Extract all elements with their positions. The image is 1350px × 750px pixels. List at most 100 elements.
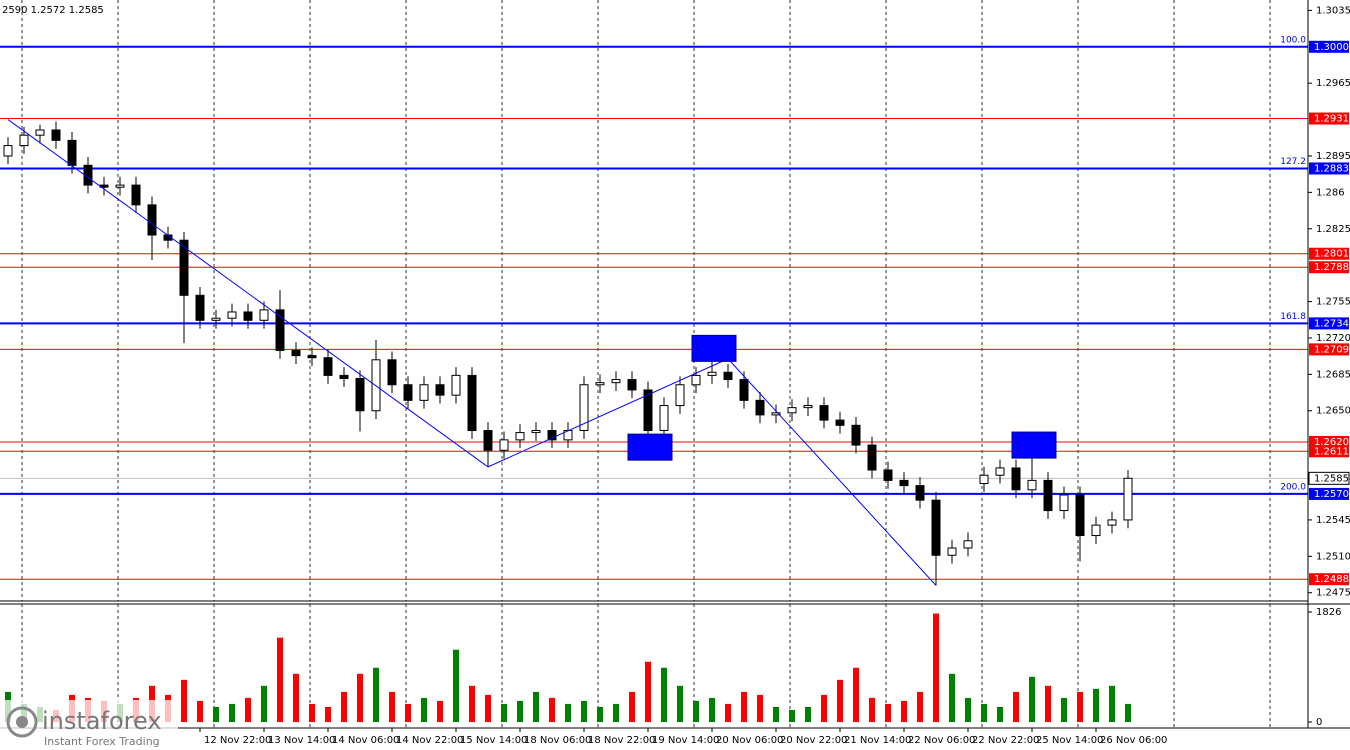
candle-body xyxy=(67,139,77,166)
signal-marker xyxy=(1011,431,1057,459)
volume-bar xyxy=(309,703,315,722)
level-price-box xyxy=(1309,435,1349,448)
volume-bar xyxy=(1061,697,1067,722)
x-tick-label: 14 Nov 06:00 xyxy=(332,735,399,746)
volume-bar xyxy=(421,697,427,722)
volume-bar xyxy=(1029,676,1035,722)
candle-body xyxy=(51,129,61,141)
volume-bar xyxy=(949,673,955,722)
x-tick-label: 13 Nov 14:00 xyxy=(268,735,335,746)
candle-body xyxy=(819,405,829,421)
volume-bar xyxy=(853,667,859,722)
candle-body xyxy=(1027,479,1037,491)
level-price-label: 1.2488 xyxy=(1314,574,1349,585)
volume-bar xyxy=(213,706,219,722)
volume-bar xyxy=(613,703,619,722)
level-price-label: 1.2620 xyxy=(1314,437,1349,448)
level-price-label: 1.2611 xyxy=(1314,446,1349,457)
y-tick-label: 1.2720 xyxy=(1316,333,1350,344)
candle-body xyxy=(115,184,125,188)
candle-body xyxy=(483,430,493,451)
x-tick-label: 26 Nov 06:00 xyxy=(1100,735,1167,746)
fib-label: 200.0 xyxy=(1280,482,1306,492)
candle-body xyxy=(867,444,877,471)
candle-body xyxy=(131,184,141,206)
candle-body xyxy=(3,145,13,157)
x-tick-label: 22 Nov 06:00 xyxy=(908,735,975,746)
candle-body xyxy=(387,359,397,386)
volume-bar xyxy=(389,691,395,722)
candle-body xyxy=(435,384,445,396)
level-price-box xyxy=(1309,317,1349,330)
volume-bar xyxy=(261,685,267,722)
volume-bar xyxy=(933,613,939,722)
volume-bar xyxy=(997,706,1003,722)
header-quote: 2590 1.2572 1.2585 xyxy=(2,5,104,16)
candle-body xyxy=(787,407,797,414)
volume-bar xyxy=(485,694,491,722)
watermark-tagline: Instant Forex Trading xyxy=(44,735,160,748)
candle-body xyxy=(723,371,733,381)
y-tick-label: 1.2510 xyxy=(1316,551,1350,562)
x-tick-label: 20 Nov 22:00 xyxy=(780,735,847,746)
signal-marker xyxy=(691,334,737,362)
watermark-backing xyxy=(0,700,178,750)
volume-bar xyxy=(901,700,907,722)
signal-marker xyxy=(627,433,673,461)
level-price-box xyxy=(1309,343,1349,356)
level-price-box xyxy=(1309,40,1349,53)
candle-body xyxy=(835,419,845,426)
volume-bar xyxy=(869,697,875,722)
candle-body xyxy=(627,379,637,391)
candle-body xyxy=(883,469,893,481)
volume-tick-label: 0 xyxy=(1316,717,1322,728)
volume-bar xyxy=(325,706,331,722)
candle-body xyxy=(675,384,685,407)
volume-bar xyxy=(229,703,235,722)
level-price-label: 1.3000 xyxy=(1314,42,1349,53)
candle-body xyxy=(979,474,989,485)
candle-body xyxy=(291,349,301,357)
level-price-label: 1.2931 xyxy=(1314,114,1349,125)
candle-body xyxy=(1123,477,1133,521)
candle-body xyxy=(547,430,557,441)
candle-body xyxy=(1107,519,1117,526)
watermark-icon xyxy=(6,706,38,738)
candle-body xyxy=(339,374,349,380)
level-price-box xyxy=(1309,247,1349,260)
x-tick-label: 18 Nov 06:00 xyxy=(524,735,591,746)
x-tick-label: 21 Nov 14:00 xyxy=(844,735,911,746)
candle-body xyxy=(515,432,525,441)
candle-body xyxy=(227,311,237,319)
level-price-label: 1.2734 xyxy=(1314,318,1349,329)
candle-body xyxy=(419,384,429,401)
candle-body xyxy=(963,540,973,549)
candle-body xyxy=(771,412,781,416)
watermark-brand: instaforex xyxy=(42,707,162,735)
level-price-box xyxy=(1309,487,1349,500)
candle-body xyxy=(307,355,317,359)
x-tick-label: 15 Nov 14:00 xyxy=(460,735,527,746)
candle-body xyxy=(995,467,1005,476)
volume-bar xyxy=(565,703,571,722)
candle-body xyxy=(803,405,813,409)
volume-bar xyxy=(277,637,283,722)
candle-body xyxy=(403,384,413,401)
x-tick-label: 25 Nov 14:00 xyxy=(1036,735,1103,746)
candle-body xyxy=(1043,479,1053,512)
volume-bar xyxy=(629,691,635,722)
candle-body xyxy=(931,499,941,556)
x-tick-label: 14 Nov 22:00 xyxy=(396,735,463,746)
candle-body xyxy=(755,399,765,416)
volume-bar xyxy=(709,697,715,722)
volume-bar xyxy=(597,706,603,722)
candle-body xyxy=(35,129,45,136)
candle-body xyxy=(1059,494,1069,512)
candle-body xyxy=(179,239,189,296)
candle-body xyxy=(915,485,925,501)
zigzag-line xyxy=(7,119,937,586)
volume-bar xyxy=(725,703,731,722)
volume-bar xyxy=(789,709,795,722)
